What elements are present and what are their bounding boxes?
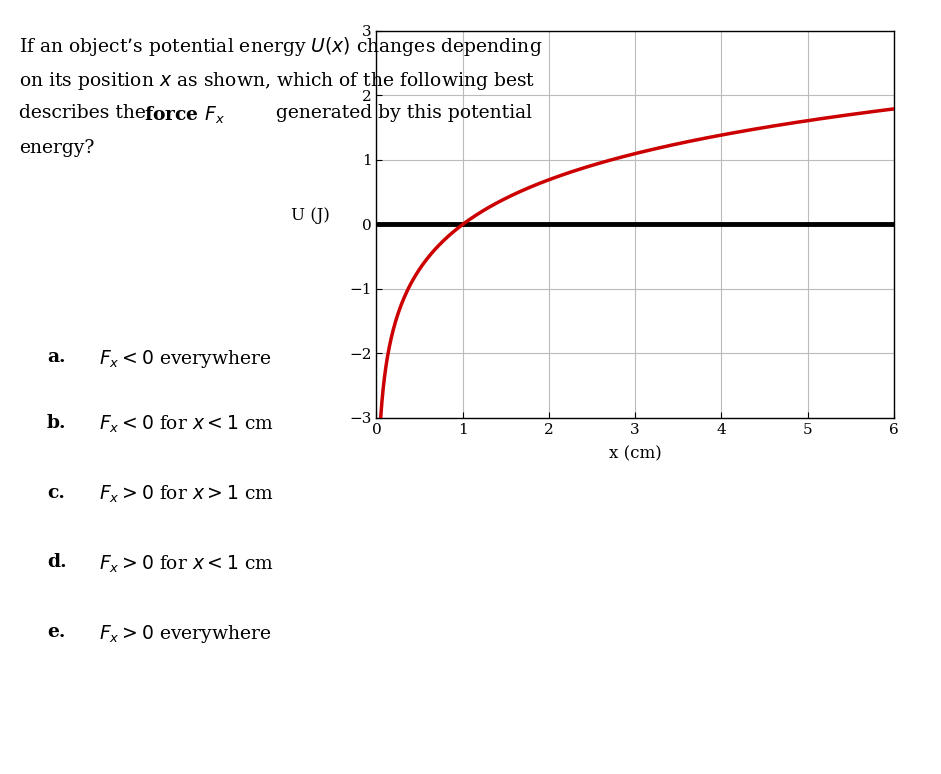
- Text: force $F_x$: force $F_x$: [144, 104, 225, 126]
- Text: $F_x < 0$ for $x < 1$ cm: $F_x < 0$ for $x < 1$ cm: [99, 414, 274, 436]
- Text: $F_x < 0$ everywhere: $F_x < 0$ everywhere: [99, 348, 271, 370]
- Text: on its position $x$ as shown, which of the following best: on its position $x$ as shown, which of t…: [19, 70, 535, 91]
- X-axis label: x (cm): x (cm): [609, 445, 662, 462]
- Text: e.: e.: [47, 623, 66, 641]
- Y-axis label: U (J): U (J): [291, 207, 329, 224]
- Text: d.: d.: [47, 553, 67, 571]
- Text: energy?: energy?: [19, 139, 94, 157]
- Text: c.: c.: [47, 484, 65, 502]
- Text: b.: b.: [47, 414, 67, 432]
- Text: generated by this potential: generated by this potential: [270, 104, 532, 122]
- Text: describes the: describes the: [19, 104, 152, 122]
- Text: $F_x > 0$ everywhere: $F_x > 0$ everywhere: [99, 623, 271, 645]
- Text: $F_x > 0$ for $x > 1$ cm: $F_x > 0$ for $x > 1$ cm: [99, 484, 274, 505]
- Text: a.: a.: [47, 348, 66, 366]
- Text: $F_x > 0$ for $x < 1$ cm: $F_x > 0$ for $x < 1$ cm: [99, 553, 274, 575]
- Text: If an object’s potential energy $U(x)$ changes depending: If an object’s potential energy $U(x)$ c…: [19, 35, 542, 58]
